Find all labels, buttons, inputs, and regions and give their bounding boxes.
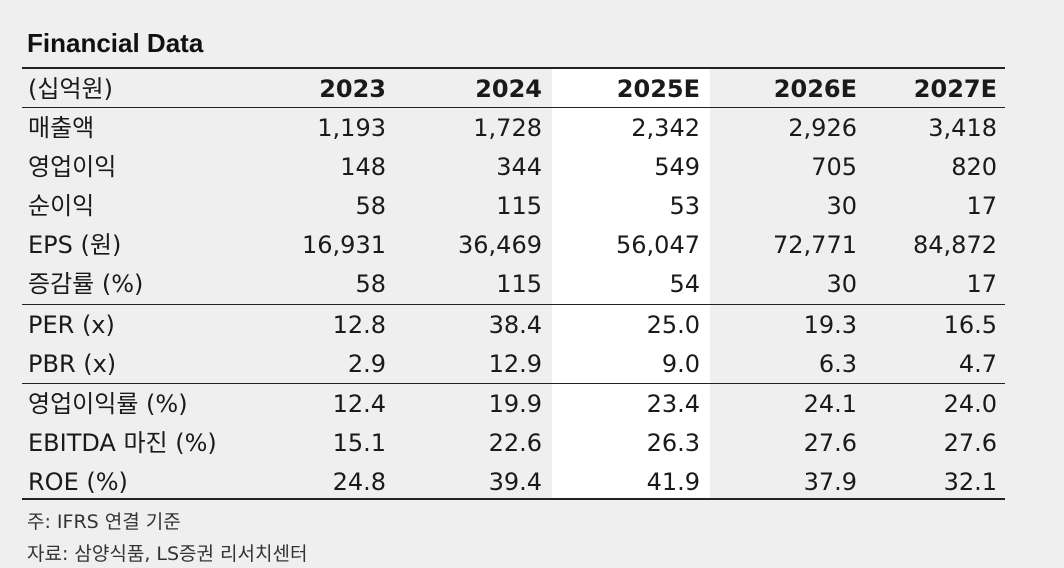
table-row-pbr: PBR (x) 2.9 12.9 9.0 6.3 4.7 [0,345,1064,384]
table-cell: 115 [496,192,542,220]
table-cell: 72,771 [773,231,857,259]
table-title: Financial Data [27,28,204,58]
table-cell: 3,418 [928,114,997,142]
table-cell: 16.5 [943,311,997,339]
table-cell: 549 [654,153,700,181]
row-label: EPS (원) [28,231,122,259]
table-cell: 54 [669,270,700,298]
table-cell: 36,469 [458,231,542,259]
table-cell: 6.3 [818,350,857,378]
table-row-ebitda-margin: EBITDA 마진 (%) 15.1 22.6 26.3 27.6 27.6 [0,424,1064,463]
table-row-operating-margin: 영업이익률 (%) 12.4 19.9 23.4 24.1 24.0 [0,385,1064,424]
table-cell: 27.6 [943,429,997,457]
estimate-column-highlight [552,68,710,498]
year-header: 2027E [913,75,997,103]
year-header: 2023 [319,75,386,103]
section-rule-2 [22,383,1005,384]
year-header: 2024 [475,75,542,103]
table-cell: 24.8 [332,468,386,496]
row-label: 순이익 [28,192,95,220]
table-cell: 19.9 [488,390,542,418]
table-cell: 17 [966,270,997,298]
table-row-growth: 증감률 (%) 58 115 54 30 17 [0,265,1064,304]
table-header-row: (십억원) 2023 2024 2025E 2026E 2027E [0,70,1064,109]
table-cell: 1,728 [473,114,542,142]
table-cell: 53 [669,192,700,220]
row-label: 영업이익률 (%) [28,390,188,418]
row-label: ROE (%) [28,468,128,496]
table-cell: 115 [496,270,542,298]
row-label: 매출액 [28,114,95,142]
basis-note: 주: IFRS 연결 기준 [27,511,181,533]
table-cell: 37.9 [803,468,857,496]
table-cell: 24.1 [803,390,857,418]
bottom-rule [22,498,1005,500]
table-cell: 1,193 [317,114,386,142]
unit-label: (십억원) [28,75,113,103]
row-label: 증감률 (%) [28,270,144,298]
table-cell: 84,872 [913,231,997,259]
row-label: PBR (x) [28,350,117,378]
table-row-operating-profit: 영업이익 148 344 549 705 820 [0,148,1064,187]
table-cell: 705 [811,153,857,181]
table-row-eps: EPS (원) 16,931 36,469 56,047 72,771 84,8… [0,226,1064,265]
table-cell: 41.9 [646,468,700,496]
header-rule [22,107,1005,108]
top-rule [22,67,1005,69]
row-label: EBITDA 마진 (%) [28,429,217,457]
table-cell: 2,926 [788,114,857,142]
table-cell: 15.1 [332,429,386,457]
table-cell: 23.4 [646,390,700,418]
table-cell: 344 [496,153,542,181]
table-cell: 27.6 [803,429,857,457]
table-cell: 19.3 [803,311,857,339]
source-note: 자료: 삼양식품, LS증권 리서치센터 [27,543,308,565]
year-header: 2026E [773,75,857,103]
table-cell: 148 [340,153,386,181]
table-row-per: PER (x) 12.8 38.4 25.0 19.3 16.5 [0,306,1064,345]
table-cell: 9.0 [661,350,700,378]
section-rule-1 [22,304,1005,305]
table-cell: 4.7 [958,350,997,378]
row-label: 영업이익 [28,153,117,181]
table-cell: 38.4 [488,311,542,339]
table-cell: 17 [966,192,997,220]
table-cell: 58 [355,270,386,298]
table-cell: 16,931 [302,231,386,259]
table-cell: 30 [826,270,857,298]
table-cell: 39.4 [488,468,542,496]
table-cell: 12.9 [488,350,542,378]
table-cell: 32.1 [943,468,997,496]
table-cell: 30 [826,192,857,220]
table-row-net-income: 순이익 58 115 53 30 17 [0,187,1064,226]
table-cell: 2,342 [631,114,700,142]
year-header: 2025E [616,75,700,103]
row-label: PER (x) [28,311,115,339]
table-cell: 22.6 [488,429,542,457]
table-cell: 2.9 [347,350,386,378]
table-row-roe: ROE (%) 24.8 39.4 41.9 37.9 32.1 [0,463,1064,502]
table-cell: 820 [951,153,997,181]
table-row-revenue: 매출액 1,193 1,728 2,342 2,926 3,418 [0,109,1064,148]
table-cell: 12.4 [332,390,386,418]
table-cell: 12.8 [332,311,386,339]
table-cell: 25.0 [646,311,700,339]
table-cell: 56,047 [616,231,700,259]
table-cell: 58 [355,192,386,220]
table-cell: 26.3 [646,429,700,457]
table-cell: 24.0 [943,390,997,418]
